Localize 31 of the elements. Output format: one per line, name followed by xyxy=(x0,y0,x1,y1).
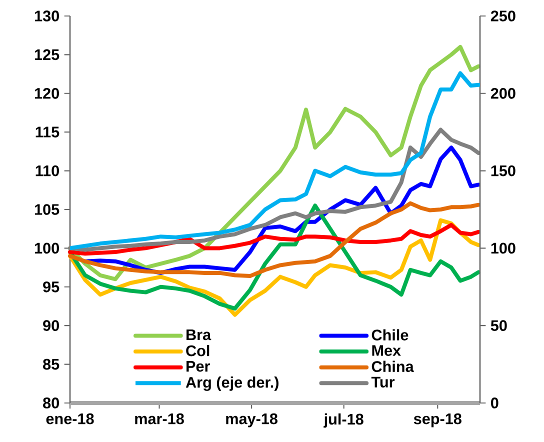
y-tick-label: 90 xyxy=(43,320,59,332)
line-series xyxy=(68,204,480,311)
y2-tick-label: 0 xyxy=(491,398,498,408)
y2-tick-label: 150 xyxy=(491,165,516,176)
legend-label: Arg (eje der.) xyxy=(186,376,278,391)
legend-label: Tur xyxy=(371,376,395,388)
y2-tick-label: 250 xyxy=(490,10,516,22)
x-tick-label: jul-18 xyxy=(324,413,364,428)
legend-label: Per xyxy=(186,361,210,372)
y-tick-label: 125 xyxy=(34,49,60,60)
y-tick-label: 80 xyxy=(43,398,59,408)
y-tick-label: 120 xyxy=(34,88,59,99)
y-tick-label: 95 xyxy=(43,281,60,292)
x-tick-label: sep-18 xyxy=(414,413,462,428)
x-tick-label: may-18 xyxy=(226,413,278,428)
y2-tick-label: 100 xyxy=(491,242,516,254)
y2-tick-label: 50 xyxy=(490,320,507,332)
y-tick-label: 100 xyxy=(34,242,59,254)
y-tick-label: 110 xyxy=(36,165,59,176)
x-tick-label: ene-18 xyxy=(46,413,94,424)
x-tick-label: mar-18 xyxy=(135,413,184,424)
legend-label: China xyxy=(372,360,414,372)
y-tick-label: 115 xyxy=(36,126,60,138)
legend-label: Bra xyxy=(186,329,212,340)
legend-label: Chile xyxy=(372,329,408,340)
y-tick-label: 105 xyxy=(34,204,60,215)
y2-tick-label: 200 xyxy=(490,88,516,99)
legend-label: Col xyxy=(186,344,210,356)
y-tick-label: 130 xyxy=(34,10,59,22)
y-tick-label: 85 xyxy=(43,358,60,370)
legend-label: Mex xyxy=(372,345,401,356)
